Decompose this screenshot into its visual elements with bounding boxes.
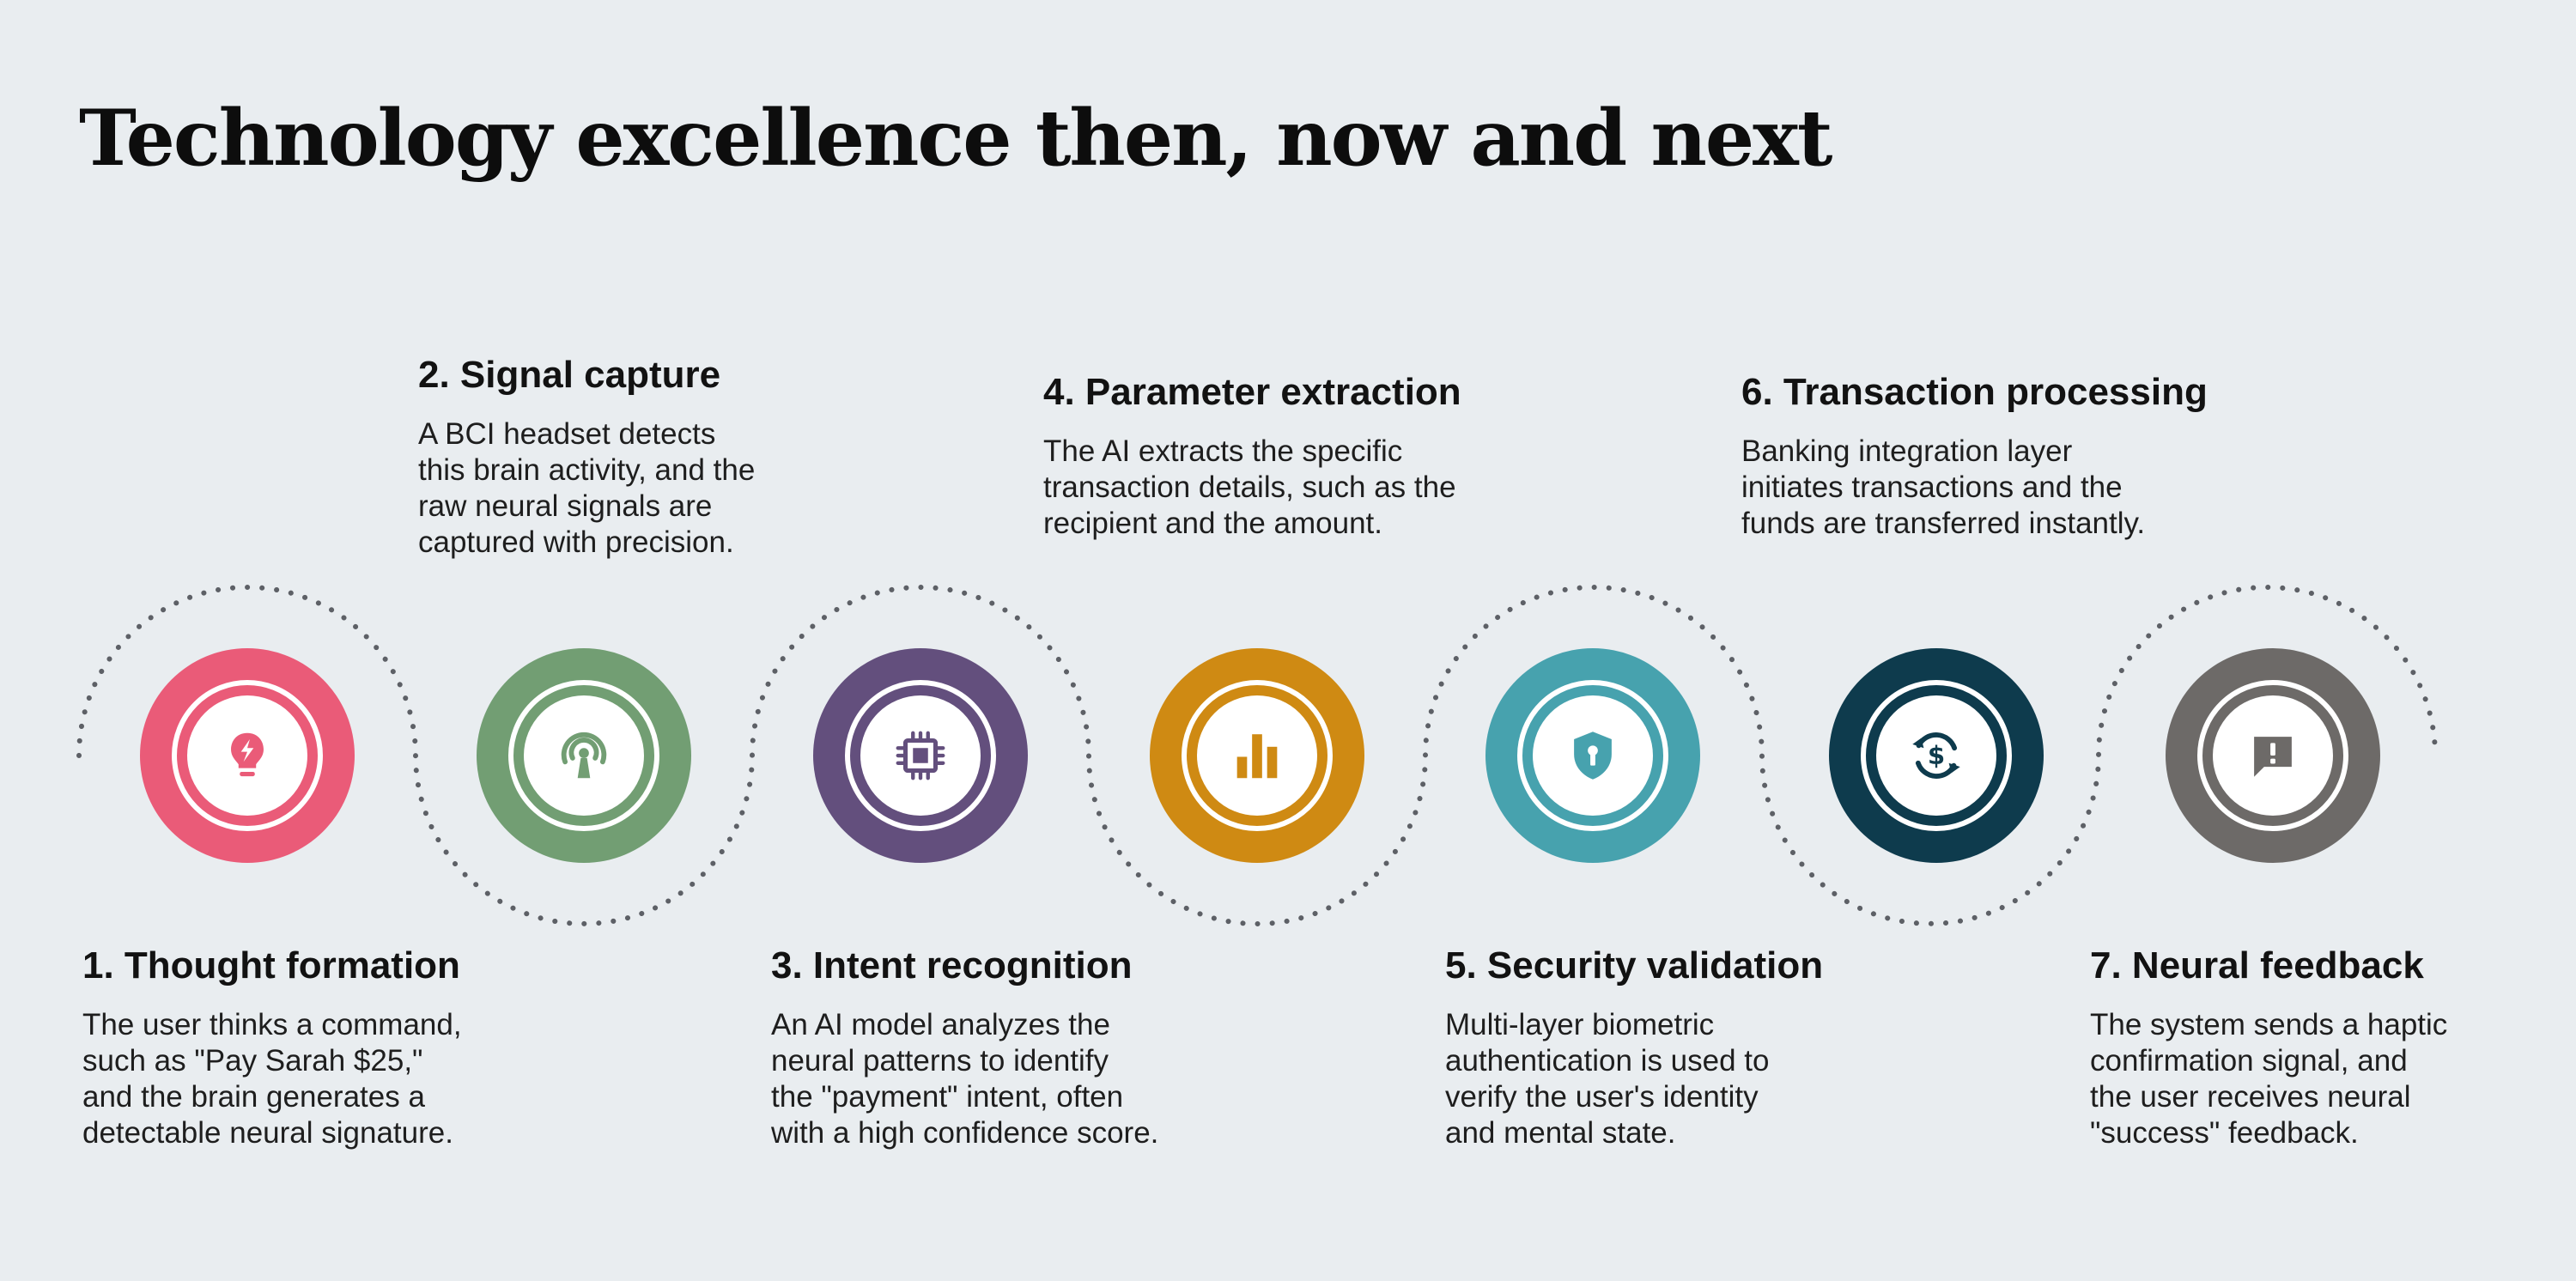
step-description: Multi-layer biometric authentication is … xyxy=(1445,1007,1770,1150)
bar-chart-icon xyxy=(1236,734,1278,779)
step-description: An AI model analyzes the neural patterns… xyxy=(771,1007,1159,1150)
step-title: 2. Signal capture xyxy=(418,354,721,396)
step-3-text: 3. Intent recognition An AI model analyz… xyxy=(771,944,1200,1151)
chip-icon xyxy=(896,731,945,780)
step-title: 6. Transaction processing xyxy=(1741,371,2208,413)
step-title: 5. Security validation xyxy=(1445,944,1824,987)
antenna-signal-icon xyxy=(561,732,607,779)
alert-message-icon xyxy=(2254,737,2292,777)
step-description: The user thinks a command, such as "Pay … xyxy=(82,1007,462,1150)
step-description: Banking integration layer initiates tran… xyxy=(1741,434,2146,540)
currency-exchange-icon: $ xyxy=(1912,732,1960,779)
step-1-text: 1. Thought formation The user thinks a c… xyxy=(82,944,512,1151)
step-title: 3. Intent recognition xyxy=(771,944,1133,987)
svg-text:$: $ xyxy=(1928,741,1945,770)
step-5-text: 5. Security validation Multi-layer biome… xyxy=(1445,944,1874,1151)
step-7-text: 7. Neural feedback The system sends a ha… xyxy=(2090,944,2519,1151)
step-3-circle xyxy=(813,648,1028,863)
step-title: 7. Neural feedback xyxy=(2090,944,2424,987)
step-7-circle xyxy=(2166,648,2380,863)
step-description: A BCI headset detects this brain activit… xyxy=(418,416,756,559)
step-description: The system sends a haptic confirmation s… xyxy=(2090,1007,2448,1150)
step-title: 4. Parameter extraction xyxy=(1043,371,1461,413)
step-5-circle xyxy=(1485,648,1700,863)
step-description: The AI extracts the specific transaction… xyxy=(1043,434,1456,540)
step-4-circle xyxy=(1150,648,1364,863)
page-title: Technology excellence then, now and next xyxy=(79,93,1832,184)
lightbulb-icon xyxy=(231,732,264,777)
shield-lock-icon xyxy=(1574,732,1612,780)
step-6-circle: $ xyxy=(1829,648,2044,863)
step-1-circle xyxy=(140,648,355,863)
step-2-circle xyxy=(477,648,691,863)
step-4-text: 4. Parameter extraction The AI extracts … xyxy=(1043,371,1576,542)
step-2-text: 2. Signal capture A BCI headset detects … xyxy=(418,354,848,561)
step-6-text: 6. Transaction processing Banking integr… xyxy=(1741,371,2291,542)
step-title: 1. Thought formation xyxy=(82,944,460,987)
